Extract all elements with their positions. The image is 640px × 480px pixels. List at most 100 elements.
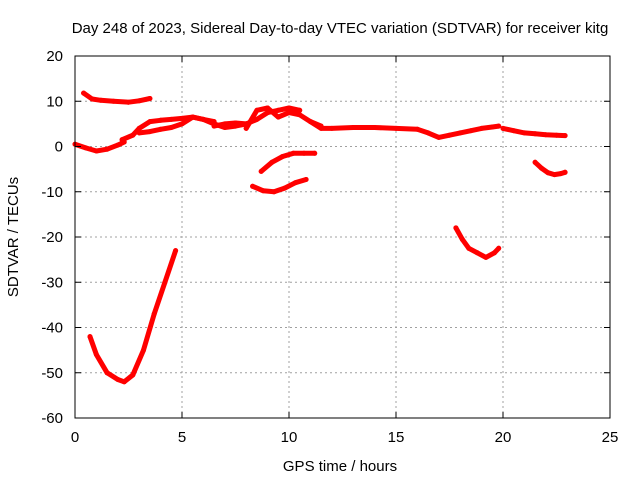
data-point [500,125,506,131]
data-point [254,116,260,122]
data-point [496,123,502,129]
series-arc-11 [500,125,568,139]
data-point [211,123,217,129]
data-point [562,133,568,139]
data-point [489,124,495,130]
y-tick-label: 10 [46,93,63,110]
data-point [158,126,164,132]
data-point [551,172,557,178]
data-point [168,116,174,122]
grid [75,56,610,418]
data-point [222,121,228,127]
data-point [483,254,489,260]
y-axis-label: SDTVAR / TECUs [5,177,22,297]
y-tick-label: -40 [41,320,63,337]
x-axis-label: GPS time / hours [283,458,397,475]
data-point [87,334,93,340]
data-point [115,142,121,148]
data-point [111,98,116,104]
data-point [303,177,309,182]
data-point [562,169,568,175]
data-point [130,132,136,138]
data-point [474,250,480,256]
data-point [233,120,238,126]
series-arc-9 [250,177,309,195]
data-point [147,129,153,135]
data-point [147,96,153,101]
data-point [141,347,146,353]
x-tick-label: 20 [495,429,512,446]
data-point [126,99,131,105]
data-point [280,154,286,159]
data-point [136,125,142,131]
series-line [250,177,309,195]
data-point [162,279,168,285]
data-point [200,116,206,122]
data-marks [72,90,568,385]
data-point [479,125,485,131]
data-point [275,114,281,120]
data-point [282,185,288,191]
data-point [81,90,87,96]
data-point [292,180,298,186]
data-point [329,125,335,131]
y-tick-label: -10 [41,184,63,201]
data-point [179,115,185,121]
data-point [297,107,303,113]
series-arc-8 [307,119,502,140]
y-tick-label: -50 [41,365,63,382]
data-point [447,132,452,138]
data-point [269,159,275,165]
data-point [260,188,266,194]
data-point [532,159,538,165]
data-point [104,146,110,152]
data-point [286,105,292,111]
series-arc-13 [453,225,502,260]
data-point [275,107,281,113]
y-tick-label: -60 [41,410,63,427]
data-point [459,236,465,242]
data-point [532,131,538,137]
data-point [98,97,104,103]
data-point [436,134,442,140]
data-point [136,130,142,136]
data-point [290,150,296,156]
data-point [545,170,551,176]
data-point [286,110,292,116]
data-point [466,245,472,251]
data-point [312,150,318,156]
data-point [254,107,260,113]
data-point [89,96,95,102]
chart-title: Day 248 of 2023, Sidereal Day-to-day VTE… [72,20,609,37]
x-tick-label: 10 [281,429,298,446]
data-point [190,114,196,120]
data-point [147,119,153,125]
data-point [511,128,517,134]
data-point [119,137,125,143]
data-point [491,250,497,256]
series-arc-12 [532,159,568,178]
series-line [87,248,179,385]
data-point [457,130,463,136]
data-point [554,132,559,138]
data-point [297,112,303,118]
data-point [271,189,277,195]
data-point [130,372,136,378]
axes: 0 5 10 15 20 25 -60 -50 -40 -30 -20 -10 0 10 20 [41,48,618,446]
data-point [136,98,142,104]
data-point [168,125,174,130]
x-tick-label: 15 [388,429,405,446]
x-tick-label: 5 [178,429,186,446]
data-point [414,126,420,132]
data-point [558,171,564,177]
data-point [496,245,502,251]
x-tick-label: 0 [71,429,79,446]
data-point [393,125,399,131]
series-arc-1 [72,139,127,154]
data-point [179,121,185,127]
data-point [318,125,324,131]
series-line [258,150,318,174]
x-tick-label: 25 [602,429,619,446]
data-point [158,117,164,123]
